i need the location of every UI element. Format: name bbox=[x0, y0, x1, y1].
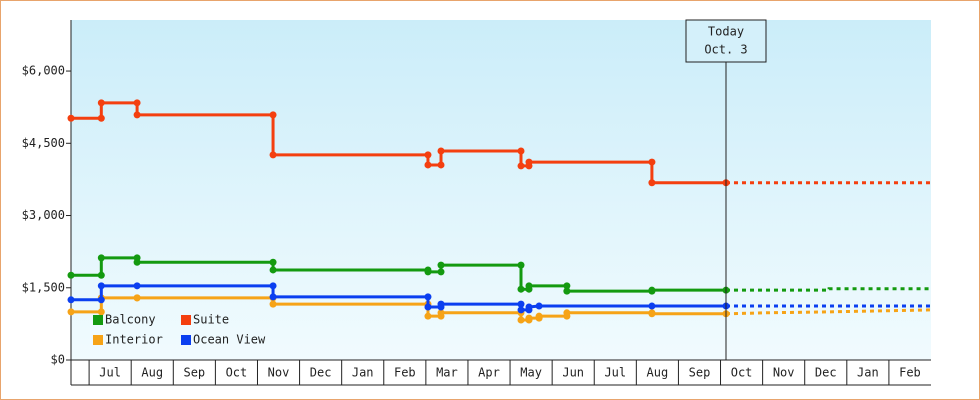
point bbox=[97, 114, 105, 122]
x-tick-label: Aug bbox=[141, 366, 163, 380]
point bbox=[269, 258, 277, 266]
x-tick-label: Dec bbox=[815, 366, 837, 380]
point bbox=[97, 254, 105, 262]
point bbox=[67, 271, 75, 279]
x-tick-label: Sep bbox=[689, 366, 711, 380]
point bbox=[437, 268, 445, 276]
forecast-line bbox=[725, 287, 931, 292]
point bbox=[563, 287, 571, 295]
point bbox=[269, 282, 277, 290]
point bbox=[424, 303, 432, 311]
y-tick-label: $1,500 bbox=[22, 280, 65, 294]
x-tick-label: Apr bbox=[478, 366, 500, 380]
forecast-line bbox=[725, 308, 932, 316]
point bbox=[424, 161, 432, 169]
x-tick-label: Jan bbox=[352, 366, 374, 380]
point bbox=[97, 282, 105, 290]
point bbox=[517, 147, 525, 155]
point bbox=[437, 261, 445, 269]
point bbox=[97, 99, 105, 107]
point bbox=[563, 309, 571, 317]
legend-label: Suite bbox=[193, 313, 229, 327]
x-tick-label: Dec bbox=[310, 366, 332, 380]
x-tick-label: Aug bbox=[647, 366, 669, 380]
x-tick-label: Jun bbox=[562, 366, 584, 380]
point bbox=[525, 158, 533, 166]
today-box bbox=[685, 19, 767, 63]
series-line bbox=[71, 101, 726, 185]
point bbox=[269, 111, 277, 119]
point bbox=[648, 179, 656, 187]
point bbox=[269, 300, 277, 308]
point bbox=[517, 316, 525, 324]
point bbox=[648, 286, 656, 294]
point bbox=[269, 293, 277, 301]
point bbox=[648, 310, 656, 318]
point bbox=[517, 300, 525, 308]
legend-swatch bbox=[181, 335, 191, 345]
x-tick-label: Jul bbox=[604, 366, 626, 380]
point bbox=[525, 314, 533, 322]
point bbox=[133, 258, 141, 266]
point bbox=[563, 282, 571, 290]
legend-label: Interior bbox=[105, 333, 163, 347]
point bbox=[535, 302, 543, 310]
legend-swatch bbox=[93, 315, 103, 325]
x-tick-label: Jan bbox=[857, 366, 879, 380]
point bbox=[133, 282, 141, 290]
x-tick-label: Feb bbox=[899, 366, 921, 380]
point bbox=[535, 312, 543, 320]
point bbox=[424, 312, 432, 320]
x-tick-label: Oct bbox=[731, 366, 753, 380]
x-tick-label: Mar bbox=[436, 366, 458, 380]
plot-area bbox=[71, 20, 931, 360]
point bbox=[517, 285, 525, 293]
point bbox=[67, 308, 75, 316]
point bbox=[437, 309, 445, 317]
legend-label: Ocean View bbox=[193, 333, 266, 347]
point bbox=[133, 99, 141, 107]
point bbox=[67, 114, 75, 122]
today-label: Today bbox=[708, 25, 744, 39]
point bbox=[97, 296, 105, 304]
point bbox=[517, 261, 525, 269]
point bbox=[437, 300, 445, 308]
y-tick-label: $3,000 bbox=[22, 208, 65, 222]
point bbox=[525, 282, 533, 290]
point bbox=[525, 303, 533, 311]
point bbox=[424, 293, 432, 301]
point bbox=[648, 158, 656, 166]
point bbox=[437, 147, 445, 155]
x-tick-label: Nov bbox=[268, 366, 290, 380]
point bbox=[133, 294, 141, 302]
legend-swatch bbox=[181, 315, 191, 325]
point bbox=[517, 306, 525, 314]
point bbox=[67, 296, 75, 304]
point bbox=[97, 271, 105, 279]
point bbox=[648, 302, 656, 310]
x-tick-label: Oct bbox=[226, 366, 248, 380]
point bbox=[517, 162, 525, 170]
y-tick-label: $6,000 bbox=[22, 64, 65, 78]
point bbox=[269, 266, 277, 274]
legend-label: Balcony bbox=[105, 313, 156, 327]
x-tick-label: Jul bbox=[99, 366, 121, 380]
x-tick-label: Nov bbox=[773, 366, 795, 380]
x-tick-label: Sep bbox=[183, 366, 205, 380]
legend-swatch bbox=[93, 335, 103, 345]
y-tick-label: $0 bbox=[51, 353, 65, 367]
x-tick-label: May bbox=[520, 366, 542, 380]
y-tick-label: $4,500 bbox=[22, 136, 65, 150]
today-label: Oct. 3 bbox=[704, 43, 747, 57]
point bbox=[437, 161, 445, 169]
point bbox=[97, 308, 105, 316]
x-tick-label: Feb bbox=[394, 366, 416, 380]
point bbox=[424, 151, 432, 159]
point bbox=[424, 268, 432, 276]
point bbox=[269, 151, 277, 159]
point bbox=[133, 111, 141, 119]
